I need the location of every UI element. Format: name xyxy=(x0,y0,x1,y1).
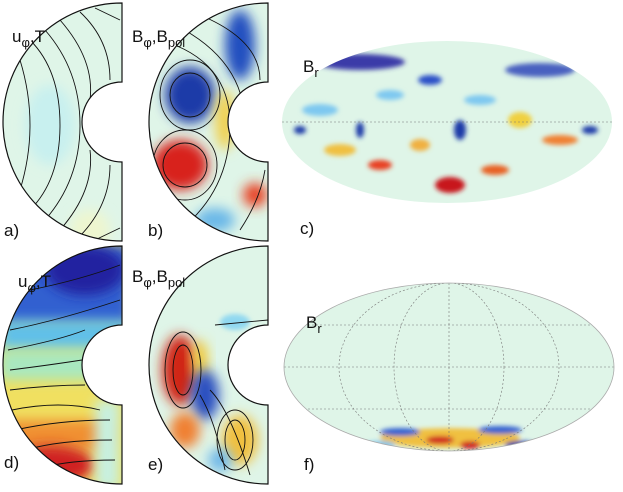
title-part: φ xyxy=(21,35,29,50)
title-part: ,B xyxy=(152,267,168,286)
title-part: u xyxy=(18,272,27,291)
title-part: pol xyxy=(168,275,185,290)
title-part: B xyxy=(306,313,317,332)
panel-title: Br xyxy=(303,57,319,80)
title-part: r xyxy=(314,65,319,80)
panel-title: uφ,T xyxy=(18,272,51,295)
title-part: ,B xyxy=(152,27,168,46)
panel-title: Br xyxy=(306,313,322,336)
panel-label: c) xyxy=(300,219,314,238)
title-part: B xyxy=(132,27,143,46)
panel-label: f) xyxy=(304,455,314,474)
panel-label: d) xyxy=(4,453,19,472)
title-part: ,T xyxy=(36,272,51,291)
title-part: φ xyxy=(143,35,151,50)
panel-label: a) xyxy=(4,221,19,240)
title-part: B xyxy=(132,267,143,286)
title-part: r xyxy=(317,321,322,336)
title-part: φ xyxy=(27,280,35,295)
title-part: ,T xyxy=(30,27,45,46)
panel-c-map xyxy=(282,41,612,203)
title-part: B xyxy=(303,57,314,76)
panel-title: Bφ,Bpol xyxy=(132,27,185,50)
title-part: φ xyxy=(143,275,151,290)
title-part: u xyxy=(12,27,21,46)
panel-label: e) xyxy=(148,455,163,474)
panel-title: uφ,T xyxy=(12,27,45,50)
panel-label: b) xyxy=(148,221,163,240)
panel-title: Bφ,Bpol xyxy=(132,267,185,290)
panel-f-map xyxy=(284,283,614,451)
title-part: pol xyxy=(168,35,185,50)
